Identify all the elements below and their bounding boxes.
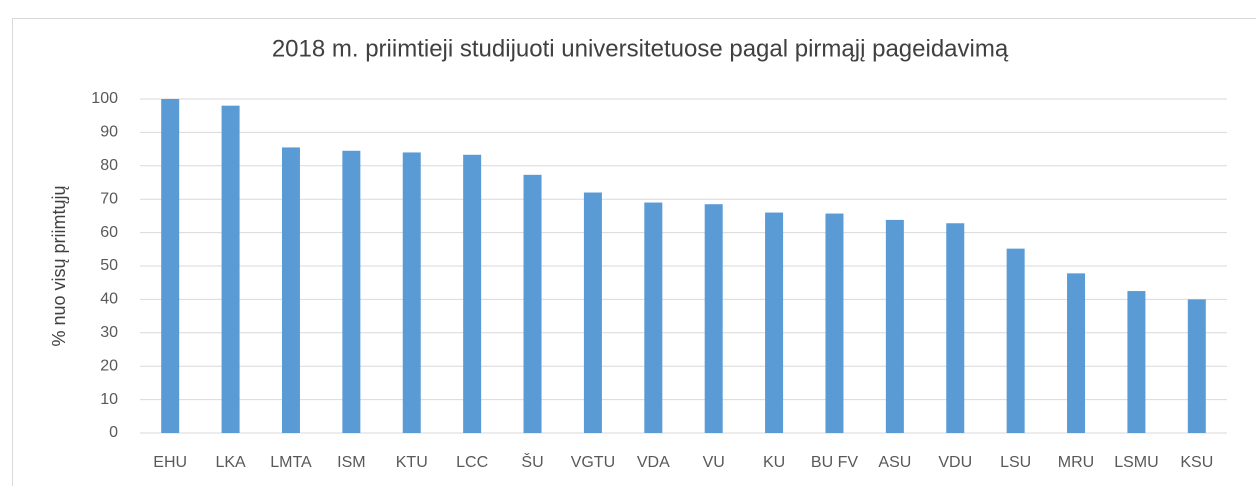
bar — [583, 192, 602, 433]
chart-title: 2018 m. priimtieji studijuoti universite… — [272, 35, 1009, 62]
bar — [161, 99, 180, 433]
x-tick-label: VGTU — [571, 454, 615, 471]
bar — [402, 152, 421, 433]
bar — [885, 219, 904, 433]
y-tick-label: 100 — [91, 90, 118, 107]
y-tick-label: 80 — [100, 157, 118, 174]
y-tick-label: 30 — [100, 324, 118, 341]
bar — [946, 223, 965, 433]
x-tick-label: ASU — [878, 454, 911, 471]
x-tick-label: MRU — [1058, 454, 1094, 471]
x-tick-label: VDU — [938, 454, 972, 471]
x-tick-label: ISM — [337, 454, 365, 471]
x-tick-label: KU — [763, 454, 785, 471]
bar — [342, 150, 361, 433]
y-tick-label: 40 — [100, 291, 118, 308]
y-tick-label: 90 — [100, 124, 118, 141]
x-tick-label: KSU — [1180, 454, 1213, 471]
x-tick-label: LKA — [215, 454, 246, 471]
bar — [765, 212, 784, 433]
x-tick-label: KTU — [396, 454, 428, 471]
y-tick-label: 70 — [100, 190, 118, 207]
x-tick-label: LCC — [456, 454, 488, 471]
bar — [523, 174, 542, 433]
y-tick-label: 50 — [100, 257, 118, 274]
bar — [281, 147, 300, 433]
y-tick-label: 0 — [109, 424, 118, 441]
bar — [463, 154, 482, 433]
x-tick-label: VU — [703, 454, 725, 471]
bar — [221, 105, 240, 434]
x-tick-label: ŠU — [521, 452, 543, 471]
x-tick-label: BU FV — [811, 454, 858, 471]
chart-frame — [12, 18, 1256, 486]
x-tick-label: VDA — [637, 454, 670, 471]
y-tick-label: 20 — [100, 357, 118, 374]
bar — [1187, 299, 1206, 433]
x-tick-label: LSMU — [1114, 454, 1158, 471]
x-tick-label: LMTA — [270, 454, 312, 471]
bar — [825, 213, 844, 433]
bar — [704, 204, 723, 433]
y-tick-label: 10 — [100, 391, 118, 408]
y-tick-label: 60 — [100, 224, 118, 241]
bar — [1006, 248, 1025, 433]
x-tick-label: EHU — [153, 454, 187, 471]
y-axis-label: % nuo visų priimtųjų — [49, 185, 69, 346]
x-tick-label: LSU — [1000, 454, 1031, 471]
bar — [1127, 291, 1146, 433]
bar — [1067, 273, 1086, 433]
bar — [644, 202, 663, 433]
